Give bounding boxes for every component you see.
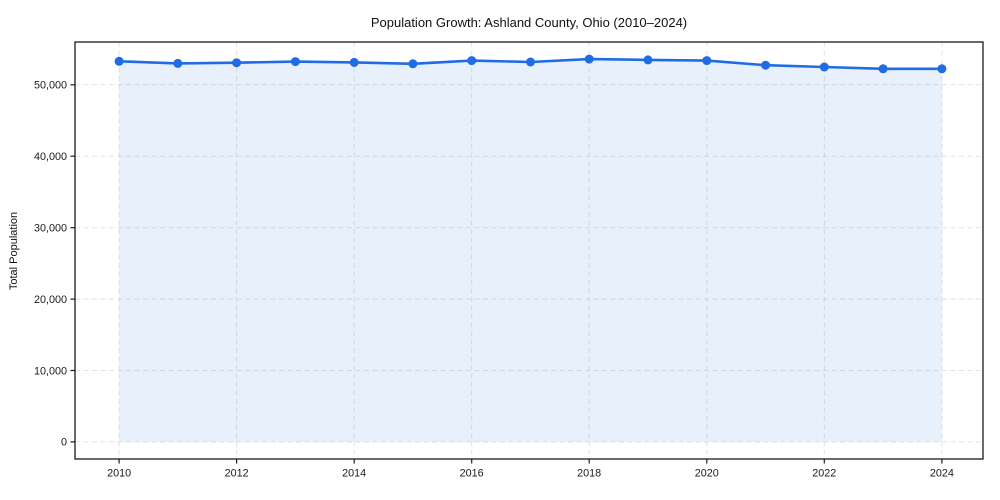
y-tick-label: 30,000 (34, 223, 67, 235)
data-point-2014 (349, 57, 359, 67)
data-point-2020 (702, 56, 712, 66)
data-point-2021 (761, 60, 771, 70)
x-tick-label: 2012 (225, 468, 249, 480)
data-point-2010 (114, 56, 124, 66)
x-tick-label: 2010 (107, 468, 131, 480)
x-tick-label: 2022 (812, 468, 836, 480)
x-tick-label: 2020 (695, 468, 719, 480)
y-axis-title: Total Population (8, 212, 20, 290)
y-tick-label: 50,000 (34, 80, 67, 92)
data-point-2017 (526, 57, 535, 67)
chart-title: Population Growth: Ashland County, Ohio … (371, 15, 687, 30)
data-point-2022 (819, 62, 829, 72)
y-tick-label: 20,000 (34, 294, 67, 306)
axes-frame (74, 41, 984, 460)
data-point-2015 (408, 59, 418, 69)
data-point-2012 (232, 58, 242, 68)
data-point-2018 (584, 54, 594, 64)
area-fill (119, 59, 942, 442)
x-tick-label: 2018 (577, 468, 601, 480)
x-tick-label: 2024 (930, 468, 954, 480)
data-point-2011 (173, 58, 183, 68)
plot-area: 2010 2012 2014 2016 2018 2020 2022 2024 0 10,000 2… (34, 41, 984, 480)
data-point-2016 (467, 56, 477, 66)
data-point-2023 (878, 64, 888, 74)
y-tick-label: 40,000 (34, 151, 67, 163)
data-point-2019 (643, 55, 653, 65)
y-tick-label: 0 (61, 437, 67, 449)
x-tick-label: 2016 (460, 468, 484, 480)
data-point-2013 (290, 57, 300, 67)
x-tick-label: 2014 (342, 468, 366, 480)
data-point-2024 (937, 64, 947, 74)
y-tick-label: 10,000 (34, 365, 67, 377)
